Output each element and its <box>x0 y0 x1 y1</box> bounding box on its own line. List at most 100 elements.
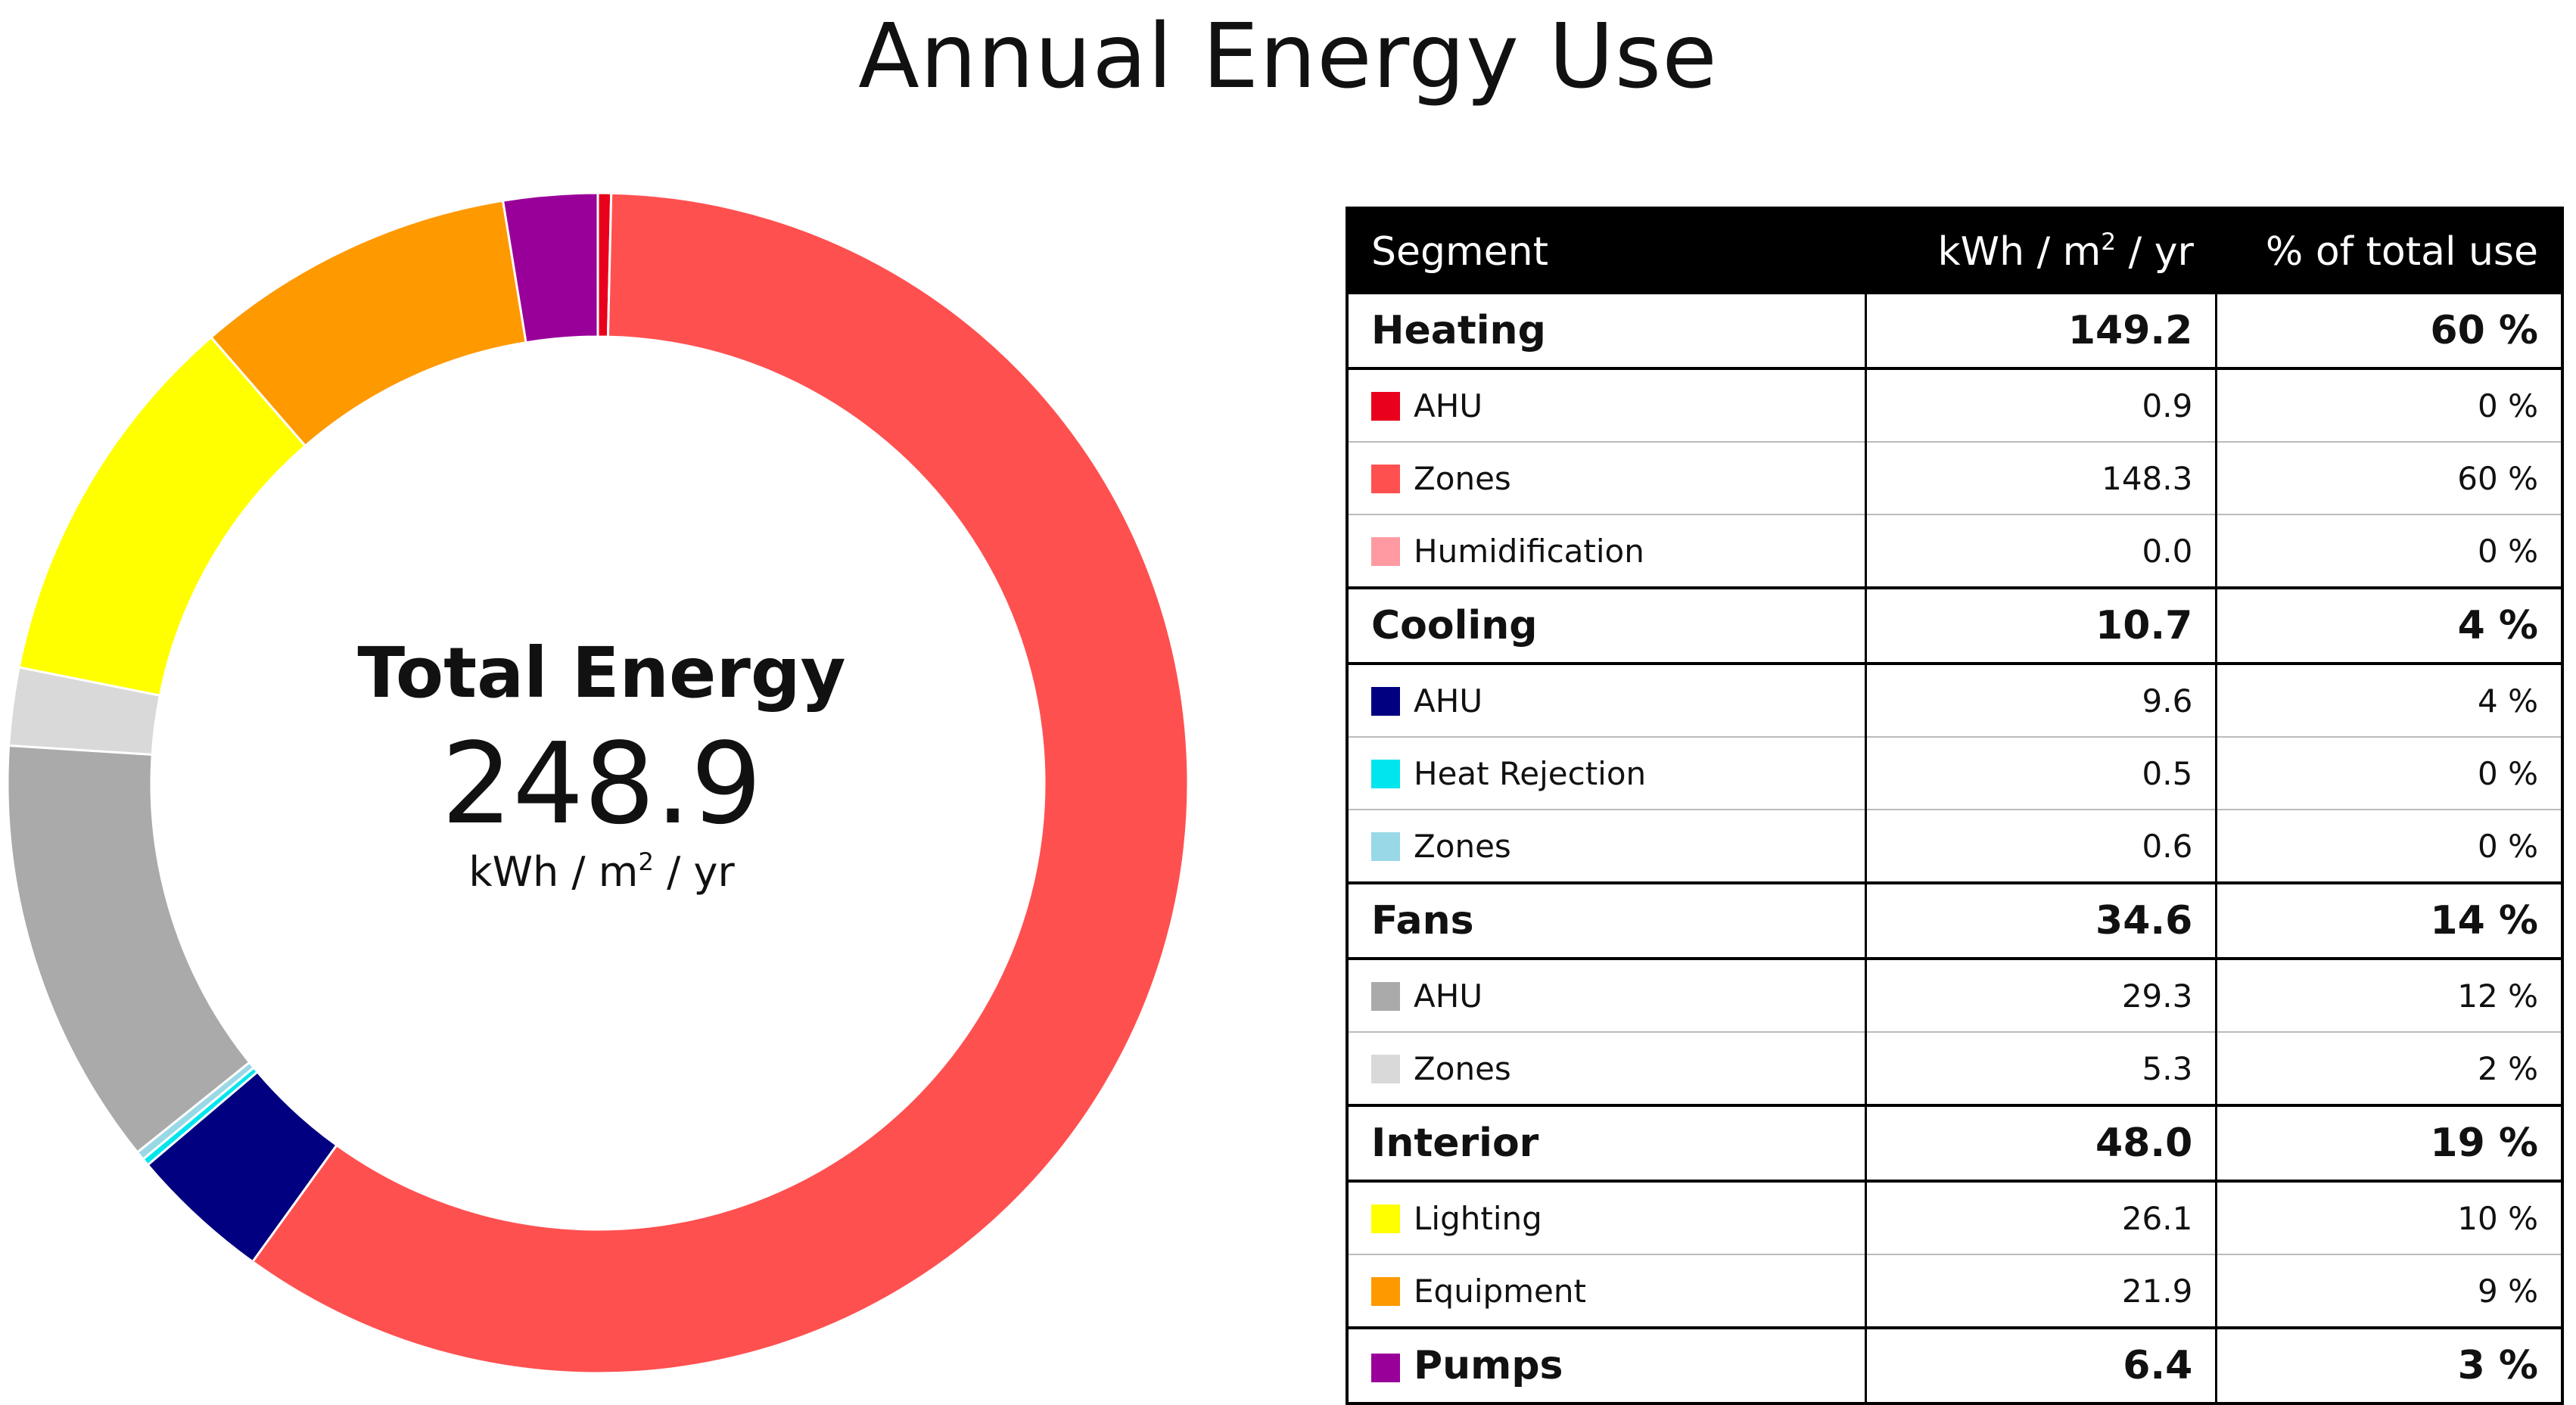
percent-cell: 3 % <box>2215 1326 2562 1403</box>
kwh-cell: 26.1 <box>1865 1180 2217 1254</box>
total-energy-unit: kWh / m2 / yr <box>299 848 904 897</box>
percent-cell: 9 % <box>2215 1254 2562 1328</box>
kwh-cell: 9.6 <box>1865 662 2217 737</box>
table-group-row: Interior 48.0 19 % <box>1347 1104 2562 1181</box>
segment-label: Pumps <box>1414 1343 1563 1388</box>
segment-cell: Interior <box>1347 1104 1866 1181</box>
segment-cell: Zones <box>1347 1031 1866 1105</box>
kwh-cell: 148.3 <box>1865 441 2217 514</box>
segment-label: Equipment <box>1414 1272 1586 1310</box>
donut-chart <box>6 191 1190 1375</box>
segment-cell: Heating <box>1347 294 1866 368</box>
header-unit-suffix: / yr <box>2116 229 2194 275</box>
energy-table: Segment kWh / m2 / yr % of total use Hea… <box>1346 207 2564 1405</box>
kwh-cell: 0.0 <box>1865 514 2217 588</box>
segment-cell: AHU <box>1347 957 1866 1032</box>
total-energy-title: Total Energy <box>357 633 846 713</box>
kwh-cell: 21.9 <box>1865 1254 2217 1328</box>
donut-slice-heating-zones <box>250 191 1190 1375</box>
segment-cell: Heat Rejection <box>1347 736 1866 810</box>
kwh-cell: 0.6 <box>1865 809 2217 883</box>
table-group-row: Pumps 6.4 3 % <box>1347 1326 2562 1403</box>
legend-swatch <box>1371 759 1400 788</box>
donut-slice-pumps-pumps <box>501 191 599 344</box>
legend-swatch <box>1371 686 1400 716</box>
table-row: Lighting 26.1 10 % <box>1347 1180 2562 1254</box>
segment-cell: Zones <box>1347 809 1866 883</box>
legend-swatch <box>1371 464 1400 493</box>
legend-swatch <box>1371 831 1400 861</box>
percent-cell: 60 % <box>2215 294 2562 368</box>
legend-swatch <box>1371 981 1400 1011</box>
table-body: Heating 149.2 60 % AHU 0.9 0 % Zones 148.3 60 % H… <box>1347 294 2562 1403</box>
percent-cell: 4 % <box>2215 586 2562 664</box>
segment-label: Lighting <box>1414 1199 1542 1237</box>
legend-swatch <box>1371 1054 1400 1083</box>
legend-swatch <box>1371 536 1400 566</box>
percent-cell: 0 % <box>2215 514 2562 588</box>
segment-cell: Lighting <box>1347 1180 1866 1254</box>
kwh-cell: 48.0 <box>1865 1104 2217 1181</box>
percent-cell: 0 % <box>2215 736 2562 810</box>
table-row: AHU 9.6 4 % <box>1347 662 2562 737</box>
segment-label: Interior <box>1371 1121 1539 1166</box>
percent-cell: 0 % <box>2215 809 2562 883</box>
segment-label: Zones <box>1414 827 1511 865</box>
segment-label: Zones <box>1414 459 1511 497</box>
segment-label: Heat Rejection <box>1414 754 1647 792</box>
legend-swatch <box>1371 1204 1400 1233</box>
percent-cell: 14 % <box>2215 881 2562 959</box>
kwh-cell: 0.5 <box>1865 736 2217 810</box>
header-percent: % of total use <box>2216 208 2562 294</box>
donut-slice-fans-ahu <box>6 744 251 1155</box>
segment-label: Zones <box>1414 1049 1511 1087</box>
table-row: Equipment 21.9 9 % <box>1347 1254 2562 1328</box>
kwh-cell: 149.2 <box>1865 294 2217 368</box>
header-unit-superscript: 2 <box>2101 228 2117 256</box>
segment-label: Humidification <box>1414 532 1644 570</box>
segment-cell: AHU <box>1347 662 1866 737</box>
unit-prefix: kWh / m <box>468 848 639 896</box>
table-row: AHU 0.9 0 % <box>1347 367 2562 442</box>
segment-label: AHU <box>1414 682 1483 720</box>
legend-swatch <box>1371 1276 1400 1306</box>
segment-cell: AHU <box>1347 367 1866 442</box>
table-row: Zones 0.6 0 % <box>1347 809 2562 883</box>
segment-cell: Pumps <box>1347 1326 1866 1403</box>
table-header-row: Segment kWh / m2 / yr % of total use <box>1347 208 2562 294</box>
table-row: Humidification 0.0 0 % <box>1347 514 2562 588</box>
legend-swatch <box>1371 1354 1400 1382</box>
table-row: AHU 29.3 12 % <box>1347 957 2562 1032</box>
percent-cell: 2 % <box>2215 1031 2562 1105</box>
segment-cell: Humidification <box>1347 514 1866 588</box>
unit-suffix: / yr <box>653 848 735 896</box>
kwh-cell: 34.6 <box>1865 881 2217 959</box>
table-group-row: Cooling 10.7 4 % <box>1347 586 2562 664</box>
segment-cell: Equipment <box>1347 1254 1866 1328</box>
segment-cell: Cooling <box>1347 586 1866 664</box>
percent-cell: 10 % <box>2215 1180 2562 1254</box>
segment-label: Fans <box>1371 898 1474 943</box>
table-row: Zones 5.3 2 % <box>1347 1031 2562 1105</box>
legend-swatch <box>1371 391 1400 421</box>
segment-label: Cooling <box>1371 603 1538 648</box>
kwh-cell: 5.3 <box>1865 1031 2217 1105</box>
kwh-cell: 6.4 <box>1865 1326 2217 1403</box>
unit-superscript: 2 <box>638 847 654 877</box>
table-group-row: Heating 149.2 60 % <box>1347 294 2562 368</box>
segment-cell: Fans <box>1347 881 1866 959</box>
chart-title: Annual Energy Use <box>858 4 1718 108</box>
segment-label: Heating <box>1371 308 1546 353</box>
kwh-cell: 10.7 <box>1865 586 2217 664</box>
percent-cell: 12 % <box>2215 957 2562 1032</box>
table-row: Zones 148.3 60 % <box>1347 441 2562 514</box>
header-unit-prefix: kWh / m <box>1937 229 2102 275</box>
table-row: Heat Rejection 0.5 0 % <box>1347 736 2562 810</box>
header-segment: Segment <box>1347 208 1866 294</box>
percent-cell: 4 % <box>2215 662 2562 737</box>
kwh-cell: 29.3 <box>1865 957 2217 1032</box>
segment-cell: Zones <box>1347 441 1866 514</box>
percent-cell: 19 % <box>2215 1104 2562 1181</box>
total-energy-value: 248.9 <box>441 719 762 849</box>
segment-label: AHU <box>1414 977 1483 1015</box>
